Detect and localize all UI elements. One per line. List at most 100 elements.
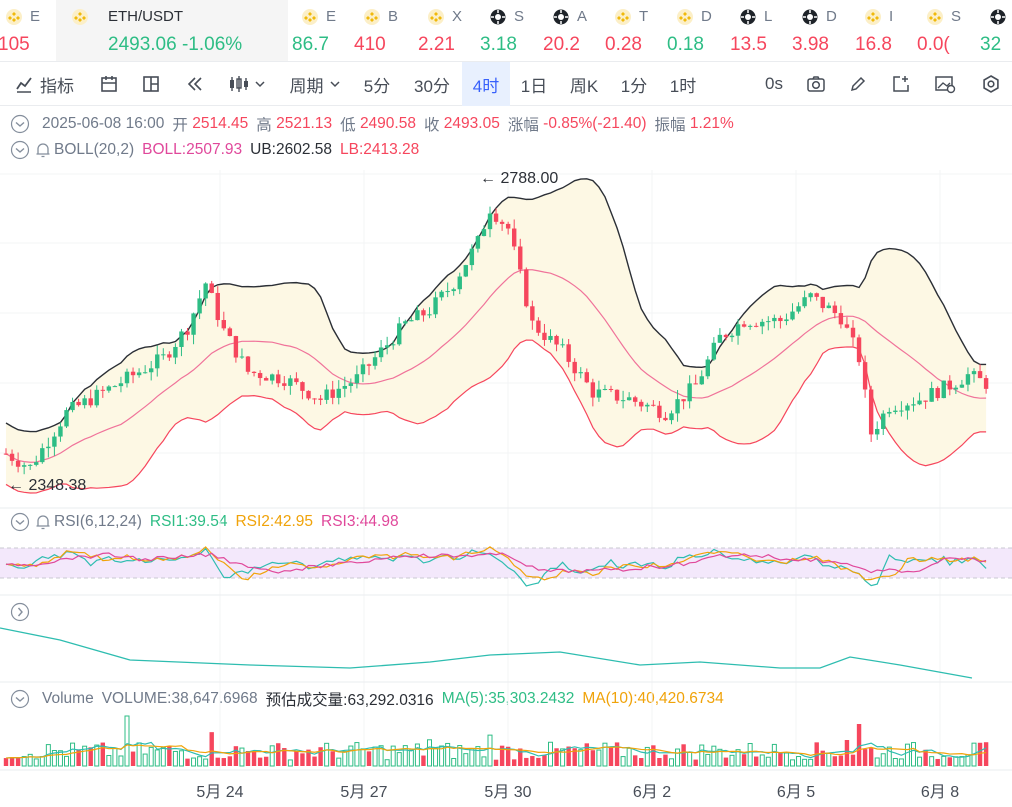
volume-bar [651,745,656,766]
volume-bar [850,754,856,766]
volume-bar [366,751,372,766]
candle-body [300,382,305,391]
layout-button[interactable] [96,62,122,106]
candle-body [747,325,753,327]
volume-bar [124,715,130,767]
interval-4h[interactable]: 4时 [462,62,510,106]
ticker-item[interactable]: S 0.0( [917,0,987,61]
volume-bar [172,750,178,767]
boll-ub: UB:2602.58 [250,141,332,158]
period-label: 周期 [289,76,324,96]
collapse-chevron-icon[interactable] [10,114,30,134]
volume-bar [983,742,989,766]
volume-bar [439,745,445,767]
volume-bar [820,750,825,766]
volume-bar [959,756,965,767]
volume-bar [499,745,505,766]
volume-bar [239,747,245,767]
collapse-chevron-icon[interactable] [10,512,30,532]
candle-body [100,389,105,391]
volume-bar [608,746,614,766]
volume-bar [518,748,523,766]
volume-bar [178,750,184,767]
draw-button[interactable] [843,62,873,106]
candle-body [263,378,269,381]
bell-icon[interactable] [34,141,52,159]
boll-lower-line [5,339,987,494]
high-value: 2521.13 [276,115,333,132]
ticker-value: 2493.06 -1.06% [108,34,242,56]
ticker-item[interactable]: I 16.8 [855,0,925,61]
volume-bar [276,743,281,766]
volume-bar [929,756,935,767]
ticker-item[interactable]: L 13.5 [730,0,800,61]
ticker-item[interactable]: X 2.21 [418,0,488,61]
interval-1h[interactable]: 1时 [662,62,704,106]
candle-body [270,374,275,381]
candle-body [294,378,299,383]
ticker-percent: -1.06% [181,34,243,55]
volume-bar [826,752,832,767]
interval-1min[interactable]: 1分 [613,62,655,106]
volume-bar [9,757,15,766]
ticker-item[interactable]: 32 [980,0,1012,61]
high-label: 高 [256,117,272,134]
interval-1d[interactable]: 1日 [514,62,554,106]
collapse-chevron-icon[interactable] [10,140,30,160]
candle-body [905,405,910,411]
ticker-item[interactable]: B 410 [354,0,424,61]
candle-body [348,383,354,386]
ticker-item[interactable]: E 86.7 [292,0,362,61]
low-price-marker: ← 2348.38 [8,477,87,494]
ticker-symbol: S [514,8,525,25]
bell-icon[interactable] [34,513,52,531]
ticker-item[interactable]: E 105 [0,0,66,61]
volume-bar [633,755,638,766]
candle-body [760,321,765,327]
chart-type-button[interactable] [222,62,272,106]
collapse-chevron-icon[interactable] [10,689,30,709]
ticker-item[interactable]: D 0.18 [667,0,737,61]
candle-body [808,293,813,298]
expand-chevron-icon[interactable] [10,602,30,622]
candle-body [149,368,154,373]
candle-body [76,401,81,406]
period-dropdown[interactable]: 周期 [284,62,346,106]
volume-bar [693,759,698,766]
candle-body [693,383,698,385]
calendar-icon [101,76,117,92]
candle-body [239,356,245,358]
settings-button[interactable] [976,62,1006,106]
volume-bar [142,753,148,767]
volume-bar [257,757,263,766]
ticker-item[interactable]: A 20.2 [543,0,613,61]
image-button[interactable] [930,62,960,106]
volume-bar [657,758,662,766]
interval-5m[interactable]: 5分 [357,62,397,106]
volume-bar [27,753,33,767]
add-chart-button[interactable] [886,62,916,106]
candle-body [397,323,402,345]
interval-30m[interactable]: 30分 [406,62,458,106]
screenshot-button[interactable] [801,62,831,106]
ticker-item[interactable]: T 0.28 [605,0,675,61]
ticker-value: 105 [0,34,30,55]
ticker-item[interactable]: D 3.98 [792,0,862,61]
volume-bar [336,757,342,767]
volume-bar [711,745,717,767]
candle-body [221,320,226,329]
indicators-button[interactable]: 指标 [8,62,80,106]
split-view-button[interactable] [138,62,164,106]
volume-bar [282,748,287,766]
ticker-value: 0.0( [917,34,950,55]
ticker-item-active[interactable]: ETH/USDT 2493.06 -1.06% [56,0,288,61]
candle-body [203,283,208,299]
change-label: 涨幅 [507,117,539,134]
replay-button[interactable] [182,62,208,106]
candle-body [887,411,892,414]
interval-1w[interactable]: 周K [562,62,606,106]
ticker-item[interactable]: S 3.18 [480,0,550,61]
candle-body [893,410,898,412]
volume-bar [783,752,789,767]
